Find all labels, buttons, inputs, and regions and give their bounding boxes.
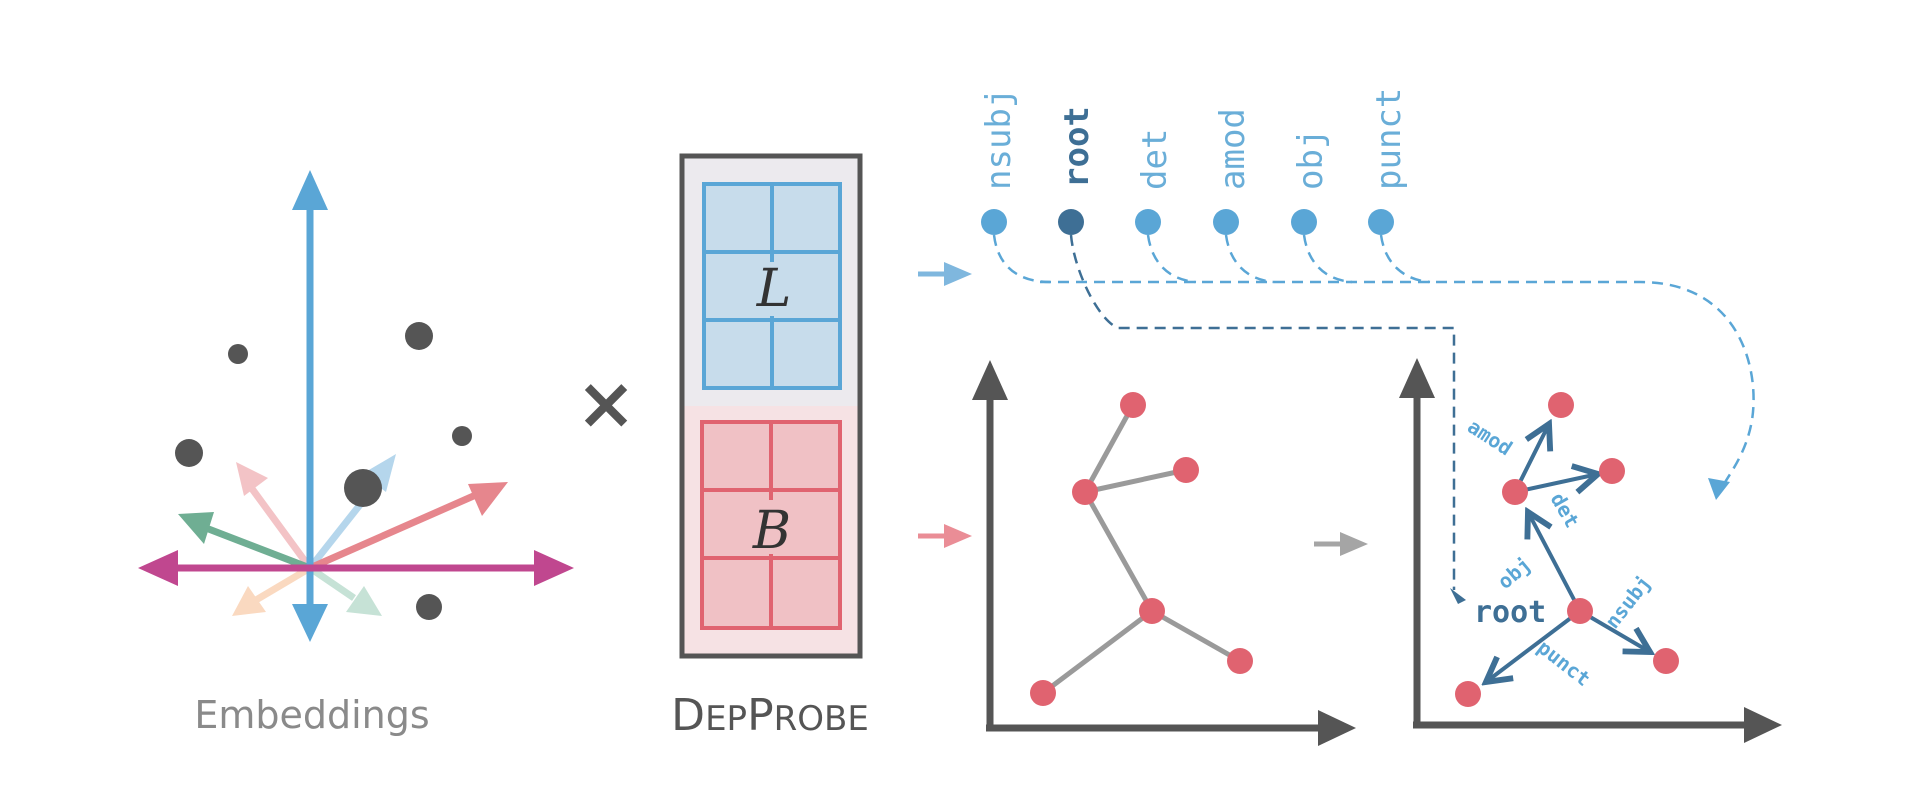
graph-edge [1041,609,1154,695]
matrix-B: B [700,420,842,630]
edge-label-punct: punct [1533,635,1595,691]
graph-node [1030,680,1056,706]
relation-label-root: root [1057,106,1097,188]
label-dashed-link [1224,234,1275,284]
matrix-L: L [702,182,842,390]
faint-orange-arrow [254,564,312,604]
label-dashed-link [1379,234,1431,284]
edge-label-amod: amod [1463,414,1516,460]
graph-edge [1082,403,1136,494]
edge-label-obj: obj [1493,552,1536,594]
y-axis-arrowhead [972,360,1008,400]
embedding-point [228,344,248,364]
relation-label: det [1135,129,1175,190]
tree-edge-det [1514,474,1598,492]
faint-orange-arrowhead [232,586,266,616]
edge-label-nsubj: nsubj [1600,571,1656,633]
magenta-axis-left-arrowhead [138,550,178,586]
tree-edge-nsubj [1578,609,1650,652]
tree-edge-obj [1528,512,1582,612]
graph-edge [1082,490,1155,613]
relation-pin-root [1058,209,1084,235]
green-vector-arrow [204,524,312,572]
labels-to-tree-dashed-line [1040,280,1755,489]
depprobe-title: DEPPROBE [671,690,869,741]
relation-pin [1291,209,1317,235]
faint-pink-arrowhead [236,462,268,496]
matrix-L-label: L [756,259,792,319]
dependency-tree-panel: amod det obj nsubj punct root [1399,358,1782,743]
red-vector-arrowhead [468,482,508,516]
relation-pin [1368,209,1394,235]
root-node-label: root [1474,595,1546,630]
tree-node [1653,648,1679,674]
depprobe-panel: L B DEPPROBE [671,153,869,741]
tree-node [1548,392,1574,418]
relation-label: punct [1369,88,1409,190]
graph-node [1227,648,1253,674]
embedding-point [452,426,472,446]
tree-edge-punct [1486,609,1582,682]
faint-green-arrow [308,565,356,601]
tree-node-root [1567,598,1593,624]
embedding-point [344,469,382,507]
faint-lightblue-arrowhead [362,454,396,492]
relation-label: obj [1291,129,1331,190]
green-vector-arrowhead [178,512,214,544]
embedding-point [416,594,442,620]
embedding-point [175,439,203,467]
graph-node [1120,392,1146,418]
embedding-point [405,322,433,350]
relation-pin [981,209,1007,235]
relation-pin [1213,209,1239,235]
graph-node [1139,598,1165,624]
edge-label-det: det [1546,489,1585,532]
graph-node [1173,457,1199,483]
connector-arrows [918,262,1368,556]
tree-node [1455,681,1481,707]
matrix-B-label: B [752,501,791,561]
multiply-sign: × [576,361,636,445]
embeddings-label: Embeddings [194,693,429,737]
y-axis-arrowhead [1399,358,1435,398]
tree-node [1502,479,1528,505]
graph-edge [1150,608,1242,664]
blue-axis-bottom-arrowhead [292,604,328,642]
magenta-axis-right-arrowhead [534,550,574,586]
labels-to-tree-arrowhead [1708,478,1730,500]
faint-green-arrowhead [346,586,382,616]
label-dashed-link [1146,234,1197,284]
red-vector-arrow [308,490,480,572]
label-dashed-link [992,234,1051,284]
root-dashed-arrowhead [1450,588,1466,604]
x-axis-arrowhead [1318,710,1356,746]
relation-label: nsubj [979,88,1019,190]
tree-node [1599,458,1625,484]
graph-node [1072,479,1098,505]
relation-labels: nsubj root det amod obj punct [979,88,1755,604]
relation-pin [1135,209,1161,235]
relation-label: amod [1213,108,1253,190]
embeddings-panel: Embeddings [138,170,574,737]
graph-edge [1084,467,1187,495]
distance-graph-panel [972,360,1356,746]
x-axis-arrowhead [1744,707,1782,743]
label-dashed-link [1302,234,1353,284]
blue-axis-top-arrowhead [292,170,328,210]
faint-pink-arrow [247,483,313,571]
